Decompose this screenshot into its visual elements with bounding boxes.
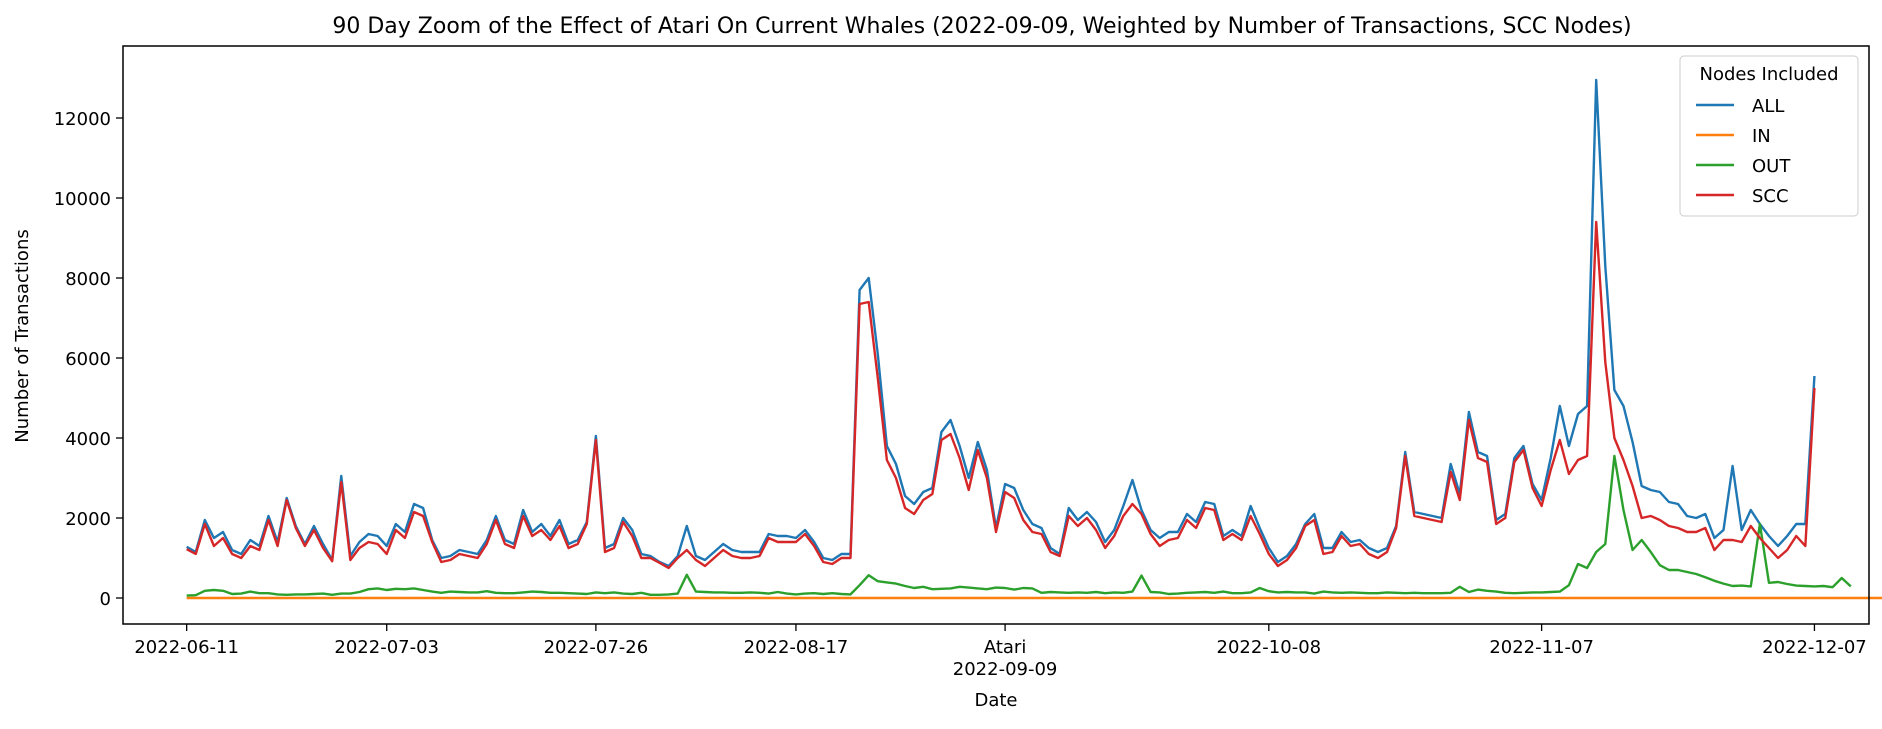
legend-label-out: OUT (1752, 156, 1791, 177)
series-line-scc (186, 220, 1816, 570)
series-line-out (186, 454, 1852, 597)
y-tick-label: 0 (100, 589, 111, 610)
chart-title: 90 Day Zoom of the Effect of Atari On Cu… (332, 14, 1631, 39)
y-axis: 0 2000 4000 6000 8000 10000 12000 (54, 109, 123, 610)
legend-label-scc: SCC (1752, 186, 1789, 207)
x-axis-label: Date (974, 690, 1017, 711)
legend-label-all: ALL (1752, 96, 1784, 117)
legend-label-in: IN (1752, 126, 1771, 147)
x-tick-sublabel: 2022-09-09 (953, 659, 1058, 680)
x-tick-label: 2022-07-26 (544, 637, 649, 658)
x-tick-label: 2022-06-11 (134, 637, 239, 658)
y-tick-label: 12000 (54, 109, 111, 130)
x-tick-label: 2022-10-08 (1217, 637, 1322, 658)
x-tick-label: 2022-11-07 (1489, 637, 1594, 658)
x-tick-label: 2022-07-03 (334, 637, 439, 658)
y-tick-label: 8000 (65, 269, 111, 290)
y-axis-label: Number of Transactions (12, 229, 33, 442)
y-tick-label: 2000 (65, 509, 111, 530)
y-tick-label: 4000 (65, 429, 111, 450)
legend: Nodes Included ALL IN OUT SCC (1679, 55, 1859, 217)
x-tick-label: Atari (984, 637, 1027, 658)
legend-box (1679, 55, 1859, 217)
plot-area (186, 78, 1882, 600)
axes-frame (122, 45, 1870, 625)
y-tick-label: 10000 (54, 189, 111, 210)
y-tick-label: 6000 (65, 349, 111, 370)
x-axis: 2022-06-11 2022-07-03 2022-07-26 2022-08-17… (134, 624, 1867, 680)
x-tick-label: 2022-12-07 (1762, 637, 1867, 658)
x-tick-label: 2022-08-17 (744, 637, 849, 658)
series-line-all (186, 78, 1816, 568)
legend-title: Nodes Included (1699, 64, 1838, 85)
